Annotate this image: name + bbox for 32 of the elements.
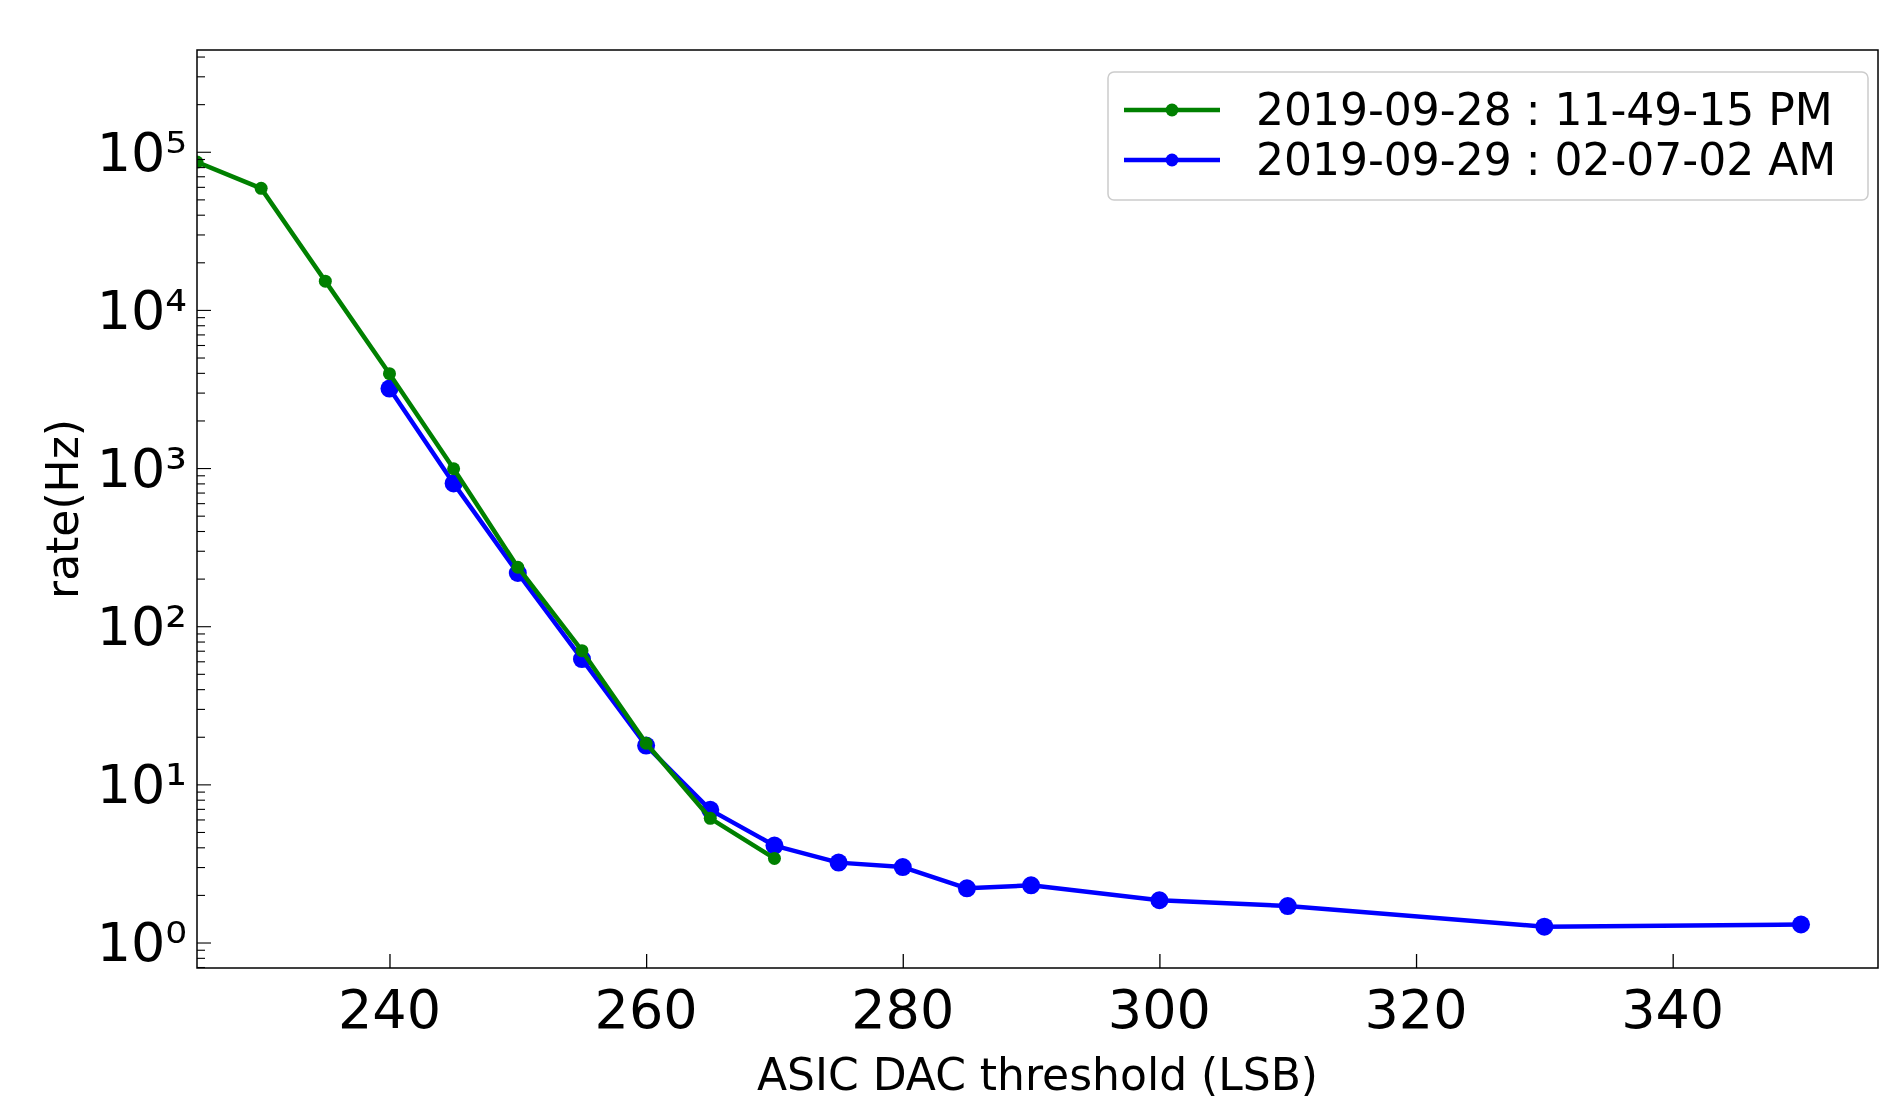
x-tick-label: 320: [1364, 978, 1468, 1041]
point: [893, 858, 912, 877]
point: [575, 644, 589, 658]
x-tick-label: 260: [594, 978, 698, 1041]
legend-label: 2019-09-29 : 02-07-02 AM: [1256, 134, 1837, 185]
point: [957, 879, 976, 898]
point: [1278, 897, 1297, 916]
point: [829, 853, 848, 872]
x-axis-title: ASIC DAC threshold (LSB): [756, 1049, 1319, 1100]
x-tick-label: 300: [1107, 978, 1211, 1041]
x-tick-label: 240: [337, 978, 442, 1041]
point: [1022, 876, 1041, 895]
point: [1535, 917, 1554, 936]
y-tick-label: 10¹: [96, 753, 187, 817]
y-tick-label: 10²: [96, 595, 187, 659]
point: [382, 367, 396, 381]
point: [1792, 915, 1811, 934]
y-tick-label: 10³: [96, 436, 187, 500]
y-tick-label: 10⁵: [96, 120, 187, 184]
x-tick-label: 280: [851, 978, 955, 1041]
x-tick-label: 340: [1621, 978, 1725, 1041]
y-tick-label: 10⁴: [96, 278, 187, 342]
legend-label: 2019-09-28 : 11-49-15 PM: [1256, 84, 1833, 135]
point: [447, 462, 461, 476]
y-tick-label: 10⁰: [96, 911, 187, 975]
point: [318, 274, 332, 288]
point: [767, 851, 781, 865]
point: [703, 811, 717, 825]
y-axis-title: rate(Hz): [37, 419, 88, 599]
point: [254, 181, 268, 195]
point: [1150, 891, 1169, 910]
point: [765, 836, 784, 855]
